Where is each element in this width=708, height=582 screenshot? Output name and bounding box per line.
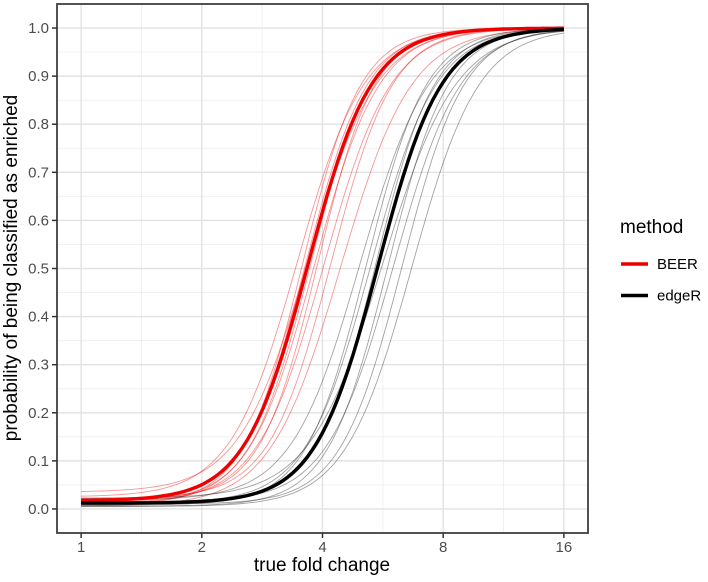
y-axis-ticks: 0.0 0.1 0.2 0.3 0.4 0.5 0.6 0.7 0.8 0.9 1.0 [28,20,57,518]
x-tick-label: 1 [77,539,85,556]
legend-entry: BEER [621,256,698,273]
curve-replicate-edgeR [81,32,564,507]
curve-replicate-edgeR [81,28,564,507]
curves [81,26,564,507]
y-tick-label: 0.6 [28,212,49,229]
legend-title: method [620,217,683,238]
y-tick-label: 0.9 [28,68,49,85]
legend-entry-label: BEER [657,256,698,273]
curve-mean-edgeR [81,27,564,505]
curve-replicate-BEER [81,27,564,504]
x-axis-title: true fold change [254,555,390,576]
curve-replicate-edgeR [81,28,564,501]
y-tick-label: 0.8 [28,116,49,133]
y-tick-label: 0.0 [28,501,49,518]
x-tick-label: 2 [198,539,206,556]
x-axis-ticks: 1 2 4 8 16 [77,533,572,556]
y-axis-title: probability of being classified as enric… [1,95,22,441]
x-tick-label: 16 [556,539,573,556]
curve-replicate-edgeR [81,28,564,506]
y-tick-label: 0.3 [28,357,49,374]
y-tick-label: 0.7 [28,164,49,181]
legend: method BEER edgeR [620,217,701,305]
y-tick-label: 1.0 [28,20,49,37]
grid-major [57,4,588,533]
y-tick-label: 0.5 [28,261,49,278]
legend-entry-label: edgeR [657,288,701,305]
y-tick-label: 0.4 [28,309,49,326]
y-tick-label: 0.2 [28,405,49,422]
legend-entries: BEER edgeR [621,256,701,305]
legend-entry: edgeR [621,288,701,305]
x-tick-label: 4 [318,539,326,556]
curve-mean-BEER [81,26,564,503]
x-tick-label: 8 [439,539,447,556]
y-tick-label: 0.1 [28,453,49,470]
